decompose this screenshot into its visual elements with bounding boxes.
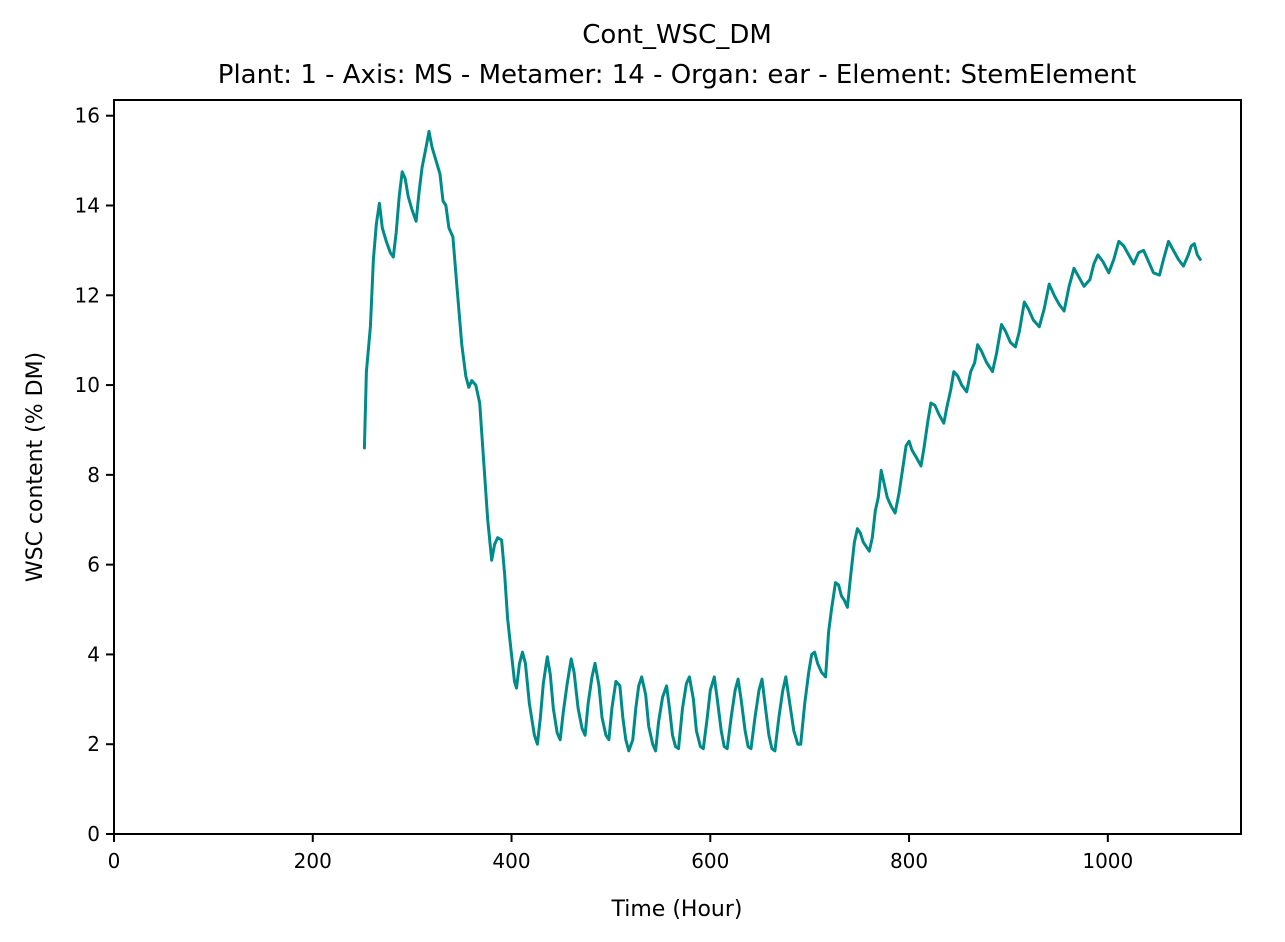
y-tick-label: 0 [87, 822, 100, 846]
x-tick-label: 800 [890, 849, 928, 873]
y-axis-ticks: 0 2 4 6 8 10 12 14 16 [75, 104, 114, 846]
x-tick-label: 600 [691, 849, 729, 873]
x-axis-ticks: 0 200 400 600 800 1000 [108, 834, 1133, 873]
y-tick-label: 14 [75, 193, 100, 217]
y-tick-label: 2 [87, 732, 100, 756]
series-line [362, 129, 1202, 753]
x-tick-label: 0 [108, 849, 121, 873]
x-tick-label: 200 [294, 849, 332, 873]
y-tick-label: 8 [87, 463, 100, 487]
plot-frame [113, 99, 1242, 835]
x-axis-label: Time (Hour) [611, 897, 743, 922]
y-tick-label: 12 [75, 283, 100, 307]
x-tick-label: 400 [492, 849, 530, 873]
plot-area [362, 129, 1202, 753]
y-axis-label: WSC content (% DM) [23, 352, 48, 582]
x-tick-label: 1000 [1082, 849, 1133, 873]
y-tick-label: 6 [87, 553, 100, 577]
chart-title: Cont_WSC_DM [582, 20, 772, 50]
y-tick-label: 16 [75, 104, 100, 128]
y-tick-label: 4 [87, 642, 100, 666]
y-tick-label: 10 [75, 373, 100, 397]
chart-subtitle: Plant: 1 - Axis: MS - Metamer: 14 - Orga… [218, 60, 1136, 90]
